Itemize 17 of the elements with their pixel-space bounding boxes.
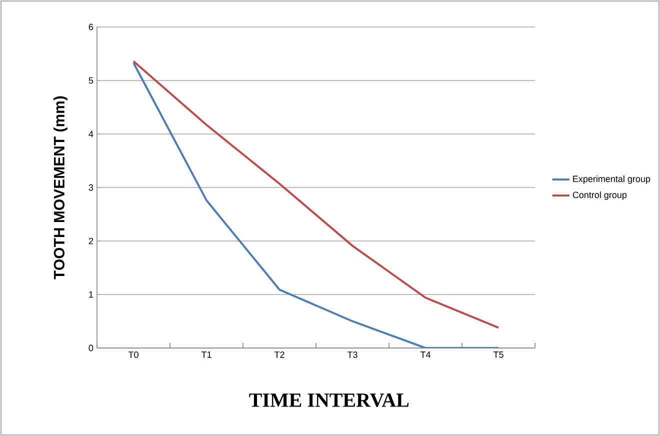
y-axis-title: TOOTH MOVEMENT (mm) [53,96,68,280]
x-tick-label: T0 [128,352,138,358]
y-tick-label: 6 [88,24,94,30]
y-tick-label: 5 [88,77,94,84]
y-tick-label: 4 [88,130,94,138]
x-tick-label: T2 [274,352,284,358]
y-tick-label: 0 [88,344,94,352]
y-tick-label: 3 [88,184,94,191]
x-tick-label: T4 [420,352,430,358]
x-tick-label: T5 [493,352,504,358]
legend-label: Experimental group [573,175,650,184]
x-tick-label: T1 [201,352,212,358]
y-tick-label: 2 [88,238,94,244]
x-axis-title: TIME INTERVAL [249,394,409,408]
x-tick-label: T3 [347,352,358,358]
legend-label: Control group [572,191,627,200]
y-tick-label: 1 [89,291,94,298]
